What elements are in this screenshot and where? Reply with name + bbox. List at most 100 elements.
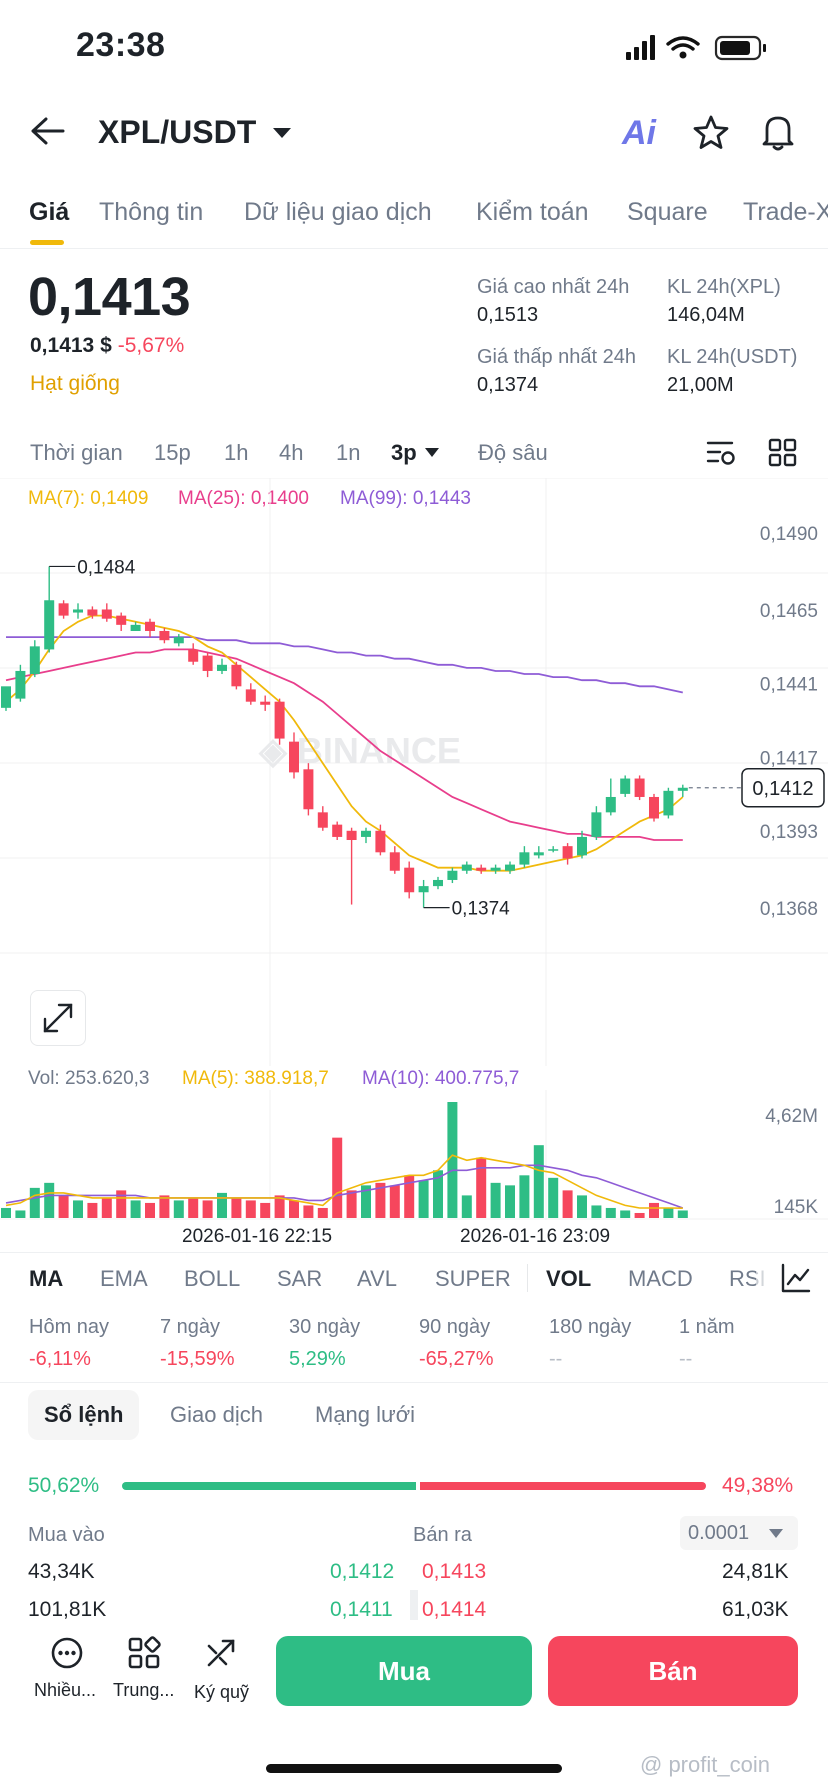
tab-price[interactable]: Giá (29, 198, 70, 226)
candle (173, 634, 184, 647)
candle-body (346, 830, 357, 841)
ind-macd[interactable]: MACD (628, 1266, 693, 1291)
pair-title[interactable]: XPL/USDT (98, 114, 257, 150)
volume-bar (447, 1102, 458, 1218)
candle (145, 618, 155, 638)
last-price: 0,1413 (28, 267, 191, 327)
high-24h-label: Giá cao nhất 24h (477, 276, 630, 298)
tab-network[interactable]: Mạng lưới (315, 1402, 416, 1427)
buy-button[interactable]: Mua (276, 1636, 532, 1706)
sell-button[interactable]: Bán (548, 1636, 798, 1706)
y-axis-label: 0,1417 (760, 748, 818, 769)
candle-body (375, 830, 386, 853)
tf-15m[interactable]: 15p (154, 440, 191, 465)
precision-select[interactable]: 0.0001 (680, 1516, 798, 1550)
candle (130, 621, 141, 631)
volume-bar (605, 1207, 616, 1218)
buy-sell-ratio-bar (122, 1482, 706, 1490)
y-axis-label: 0,1393 (760, 822, 818, 843)
candle (361, 827, 371, 844)
expand-chart-button[interactable] (30, 990, 86, 1046)
candle-body (87, 609, 98, 616)
ind-vol[interactable]: VOL (546, 1266, 592, 1291)
tab-trades[interactable]: Giao dịch (170, 1402, 263, 1427)
candle-body (519, 852, 530, 865)
tab-trading-data[interactable]: Dữ liệu giao dịch (244, 198, 432, 226)
chart-settings-icon[interactable] (706, 438, 738, 468)
candle-body (433, 879, 443, 887)
candle (562, 843, 573, 865)
volume-bar (533, 1145, 544, 1218)
vol-base-value: 146,04M (667, 304, 745, 326)
tf-1h[interactable]: 1h (224, 440, 249, 465)
tab-info[interactable]: Thông tin (99, 198, 204, 226)
center-label[interactable]: Trung... (113, 1680, 175, 1700)
ind-ma[interactable]: MA (29, 1266, 64, 1291)
tf-dropdown-icon[interactable] (424, 447, 440, 459)
ind-boll[interactable]: BOLL (184, 1266, 241, 1291)
margin-label[interactable]: Ký quỹ (194, 1682, 250, 1702)
volume-bar (289, 1200, 299, 1218)
back-arrow-icon[interactable] (30, 116, 66, 146)
volume-bar (145, 1202, 155, 1218)
x-axis-label: 2026-01-16 22:15 (182, 1226, 333, 1247)
candle (389, 846, 400, 874)
indicator-separator (527, 1264, 528, 1292)
center-icon[interactable] (127, 1636, 161, 1670)
more-label[interactable]: Nhiều... (34, 1680, 97, 1700)
candle-body (73, 609, 83, 613)
wifi-icon (666, 36, 700, 51)
tab-square[interactable]: Square (627, 198, 708, 226)
volume-bar (562, 1190, 573, 1218)
divider (0, 1252, 828, 1253)
ai-icon[interactable]: Ai (622, 114, 656, 152)
bell-icon[interactable] (760, 112, 796, 152)
candle-body (389, 852, 400, 871)
ask-price-2[interactable]: 0,1414 (422, 1598, 487, 1621)
volume-bar (620, 1210, 631, 1218)
more-icon[interactable] (50, 1636, 84, 1670)
y-axis-label: 0,1465 (760, 601, 818, 622)
margin-icon[interactable] (204, 1636, 238, 1670)
tab-orderbook[interactable]: Sổ lệnh (28, 1390, 140, 1440)
star-icon[interactable] (692, 114, 730, 150)
candle-body (404, 867, 415, 893)
vol-quote-label: KL 24h(USDT) (667, 346, 798, 368)
ind-super[interactable]: SUPER (435, 1266, 511, 1291)
sell-ratio: 49,38% (722, 1474, 794, 1497)
grid-layout-icon[interactable] (768, 438, 798, 468)
price-chart[interactable]: 0,1490 0,1465 0,1441 0,1417 0,1393 0,1368 ◈ BI… (0, 478, 828, 1066)
tf-1d[interactable]: 1n (336, 440, 361, 465)
volume-bar (130, 1200, 141, 1218)
indicator-settings-icon[interactable] (780, 1262, 812, 1294)
y-axis-label: 0,1490 (760, 524, 818, 545)
tf-time[interactable]: Thời gian (30, 440, 123, 465)
tab-audit[interactable]: Kiểm toán (476, 198, 589, 226)
tf-depth[interactable]: Độ sâu (478, 440, 548, 465)
tf-4h[interactable]: 4h (279, 440, 304, 465)
vol-ma5-legend: MA(5): 388.918,7 (182, 1068, 329, 1089)
tab-trade-x[interactable]: Trade-X (743, 198, 828, 226)
volume-chart[interactable]: 4,62M 145K (0, 1090, 828, 1220)
volume-bar (577, 1195, 587, 1218)
volume-bar (159, 1195, 170, 1218)
pair-dropdown-icon[interactable] (272, 126, 292, 140)
sell-column-label: Bán ra (413, 1524, 472, 1546)
candle (447, 867, 458, 884)
fiat-value: 0,1413 $ (30, 334, 112, 357)
seed-tag[interactable]: Hạt giống (30, 372, 120, 395)
ratio-bar-sell (419, 1482, 706, 1490)
precision-dropdown-icon (769, 1529, 783, 1538)
y-axis-label: 0,1441 (760, 675, 818, 696)
ind-ema[interactable]: EMA (100, 1266, 148, 1291)
tf-3m[interactable]: 3p (391, 440, 417, 465)
active-tab-indicator (30, 240, 64, 245)
candle (317, 806, 328, 831)
ind-sar[interactable]: SAR (277, 1266, 323, 1291)
volume-bar (260, 1202, 271, 1218)
ind-avl[interactable]: AVL (357, 1266, 397, 1291)
candle-body (677, 787, 688, 791)
bid-price-1[interactable]: 0,1412 (330, 1560, 395, 1583)
ask-price-1[interactable]: 0,1413 (422, 1560, 487, 1583)
bid-price-2[interactable]: 0,1411 (330, 1598, 393, 1621)
